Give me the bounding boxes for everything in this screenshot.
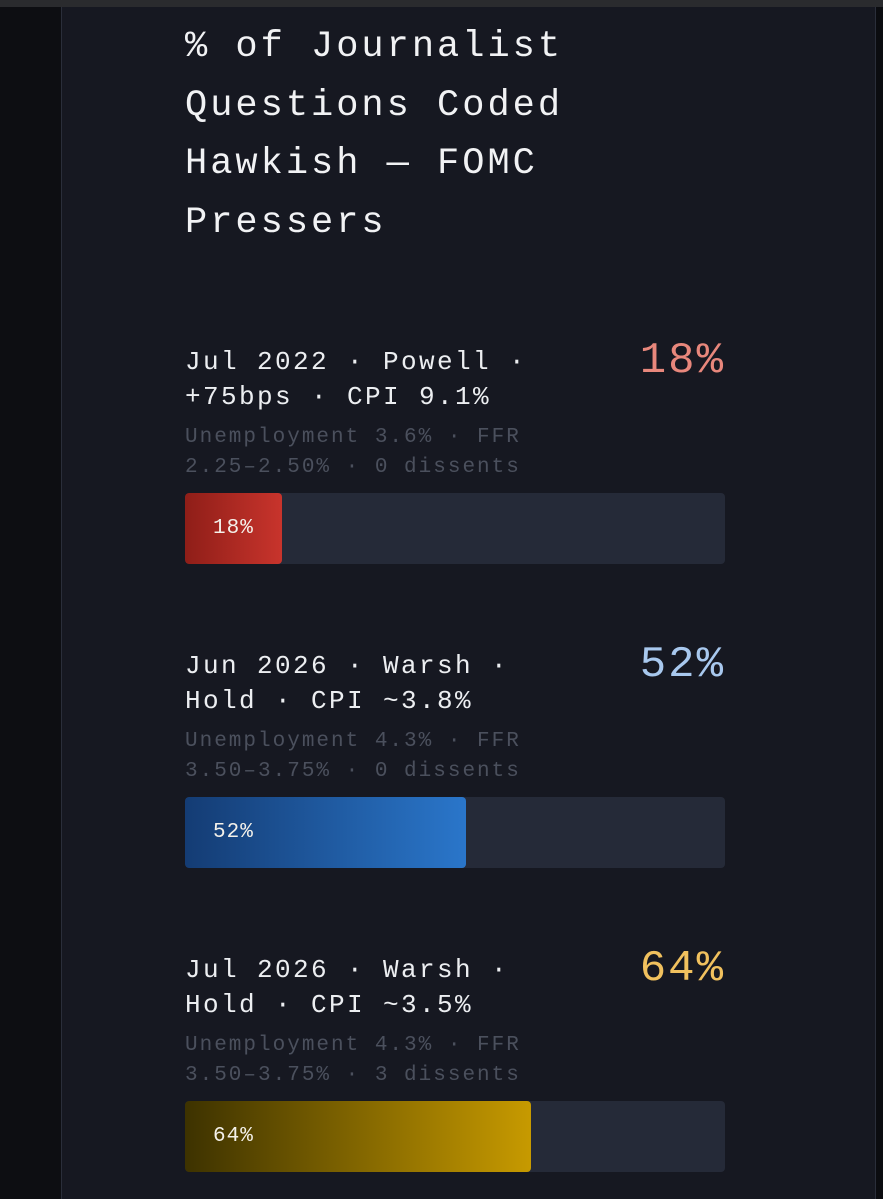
- meeting-row-jun-2026: Jun 2026 · Warsh · Hold · CPI ~3.8% 52% …: [185, 640, 725, 879]
- chart-title: % of Journalist Questions Coded Hawkish …: [185, 26, 564, 244]
- value-label: 18%: [639, 336, 725, 386]
- meeting-row-jul-2022: Jul 2022 · Powell · +75bps · CPI 9.1% 18…: [185, 336, 725, 575]
- left-gutter: [0, 7, 61, 1199]
- bar-value-label: 64%: [213, 1125, 254, 1148]
- top-bar: [0, 0, 883, 7]
- meeting-detail: Unemployment 3.6% · FFR 2.25–2.50% · 0 d…: [185, 426, 521, 479]
- meeting-heading: Jun 2026 · Warsh · Hold · CPI ~3.8%: [185, 651, 510, 716]
- value-label: 64%: [639, 944, 725, 994]
- chart-panel: [61, 7, 876, 1199]
- meeting-row-jul-2026: Jul 2026 · Warsh · Hold · CPI ~3.5% 64% …: [185, 944, 725, 1183]
- meeting-detail: Unemployment 4.3% · FFR 3.50–3.75% · 0 d…: [185, 730, 521, 783]
- value-label: 52%: [639, 640, 725, 690]
- meeting-heading: Jul 2026 · Warsh · Hold · CPI ~3.5%: [185, 955, 510, 1020]
- bar: [185, 797, 466, 868]
- bar-value-label: 18%: [213, 517, 254, 540]
- bar-track: 18%: [185, 493, 725, 564]
- bar: [185, 493, 283, 564]
- meeting-detail: Unemployment 4.3% · FFR 3.50–3.75% · 3 d…: [185, 1034, 521, 1087]
- bar-track: 64%: [185, 1101, 725, 1172]
- bar-value-label: 52%: [213, 821, 254, 844]
- bar-track: 52%: [185, 797, 725, 868]
- right-gutter: [876, 7, 883, 1199]
- bar: [185, 1101, 531, 1172]
- meeting-heading: Jul 2022 · Powell · +75bps · CPI 9.1%: [185, 347, 528, 412]
